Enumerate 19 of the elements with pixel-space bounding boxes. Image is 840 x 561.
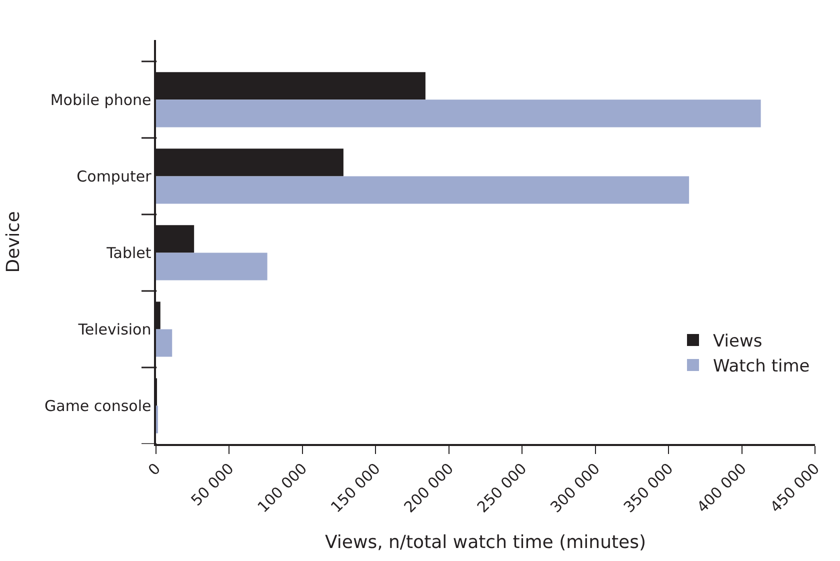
y-tick-label: Mobile phone <box>50 90 152 109</box>
x-axis-title: Views, n/total watch time (minutes) <box>324 532 646 553</box>
x-tick-label: 100 000 <box>254 460 311 516</box>
y-tick-label: Tablet <box>106 244 152 262</box>
x-tick-label: 300 000 <box>546 460 604 516</box>
legend-label: Watch time <box>713 356 810 377</box>
x-tick-label: 0 <box>144 460 164 480</box>
x-tick-label: 50 000 <box>188 460 238 510</box>
x-tick-label: 200 000 <box>400 460 458 516</box>
legend-label: Views <box>713 332 762 352</box>
x-tick-label: 450 000 <box>766 460 824 516</box>
x-tick-label: 400 000 <box>693 460 750 516</box>
y-axis-title: Device <box>3 211 24 273</box>
y-tick-label: Television <box>77 320 152 338</box>
y-tick-label: Computer <box>76 167 152 186</box>
y-tick-label: Game console <box>44 396 152 415</box>
x-tick-label: 350 000 <box>620 460 677 516</box>
x-tick-label: 150 000 <box>327 460 384 516</box>
x-tick-label: 250 000 <box>474 460 530 516</box>
